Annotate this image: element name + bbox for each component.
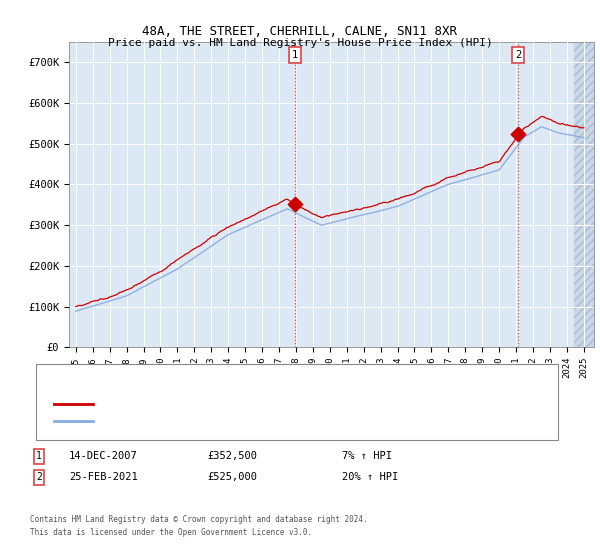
Text: Price paid vs. HM Land Registry's House Price Index (HPI): Price paid vs. HM Land Registry's House … — [107, 38, 493, 48]
Text: 20% ↑ HPI: 20% ↑ HPI — [342, 472, 398, 482]
Text: 48A, THE STREET, CHERHILL, CALNE, SN11 8XR: 48A, THE STREET, CHERHILL, CALNE, SN11 8… — [143, 25, 458, 38]
Text: 25-FEB-2021: 25-FEB-2021 — [69, 472, 138, 482]
Text: This data is licensed under the Open Government Licence v3.0.: This data is licensed under the Open Gov… — [30, 528, 312, 537]
Bar — [574, 42, 600, 347]
Text: £525,000: £525,000 — [207, 472, 257, 482]
Text: 2: 2 — [515, 50, 521, 60]
Text: 1: 1 — [292, 50, 298, 60]
Text: 14-DEC-2007: 14-DEC-2007 — [69, 451, 138, 461]
Text: £352,500: £352,500 — [207, 451, 257, 461]
Point — [514, 129, 523, 138]
Text: 7% ↑ HPI: 7% ↑ HPI — [342, 451, 392, 461]
Text: Contains HM Land Registry data © Crown copyright and database right 2024.: Contains HM Land Registry data © Crown c… — [30, 515, 368, 524]
Text: 48A, THE STREET, CHERHILL, CALNE, SN11 8XR (detached house): 48A, THE STREET, CHERHILL, CALNE, SN11 8… — [99, 399, 446, 409]
Text: 2: 2 — [36, 472, 42, 482]
Bar — [574, 42, 600, 347]
Text: 1: 1 — [36, 451, 42, 461]
Text: HPI: Average price, detached house, Wiltshire: HPI: Average price, detached house, Wilt… — [99, 416, 364, 426]
Point — [290, 199, 300, 208]
